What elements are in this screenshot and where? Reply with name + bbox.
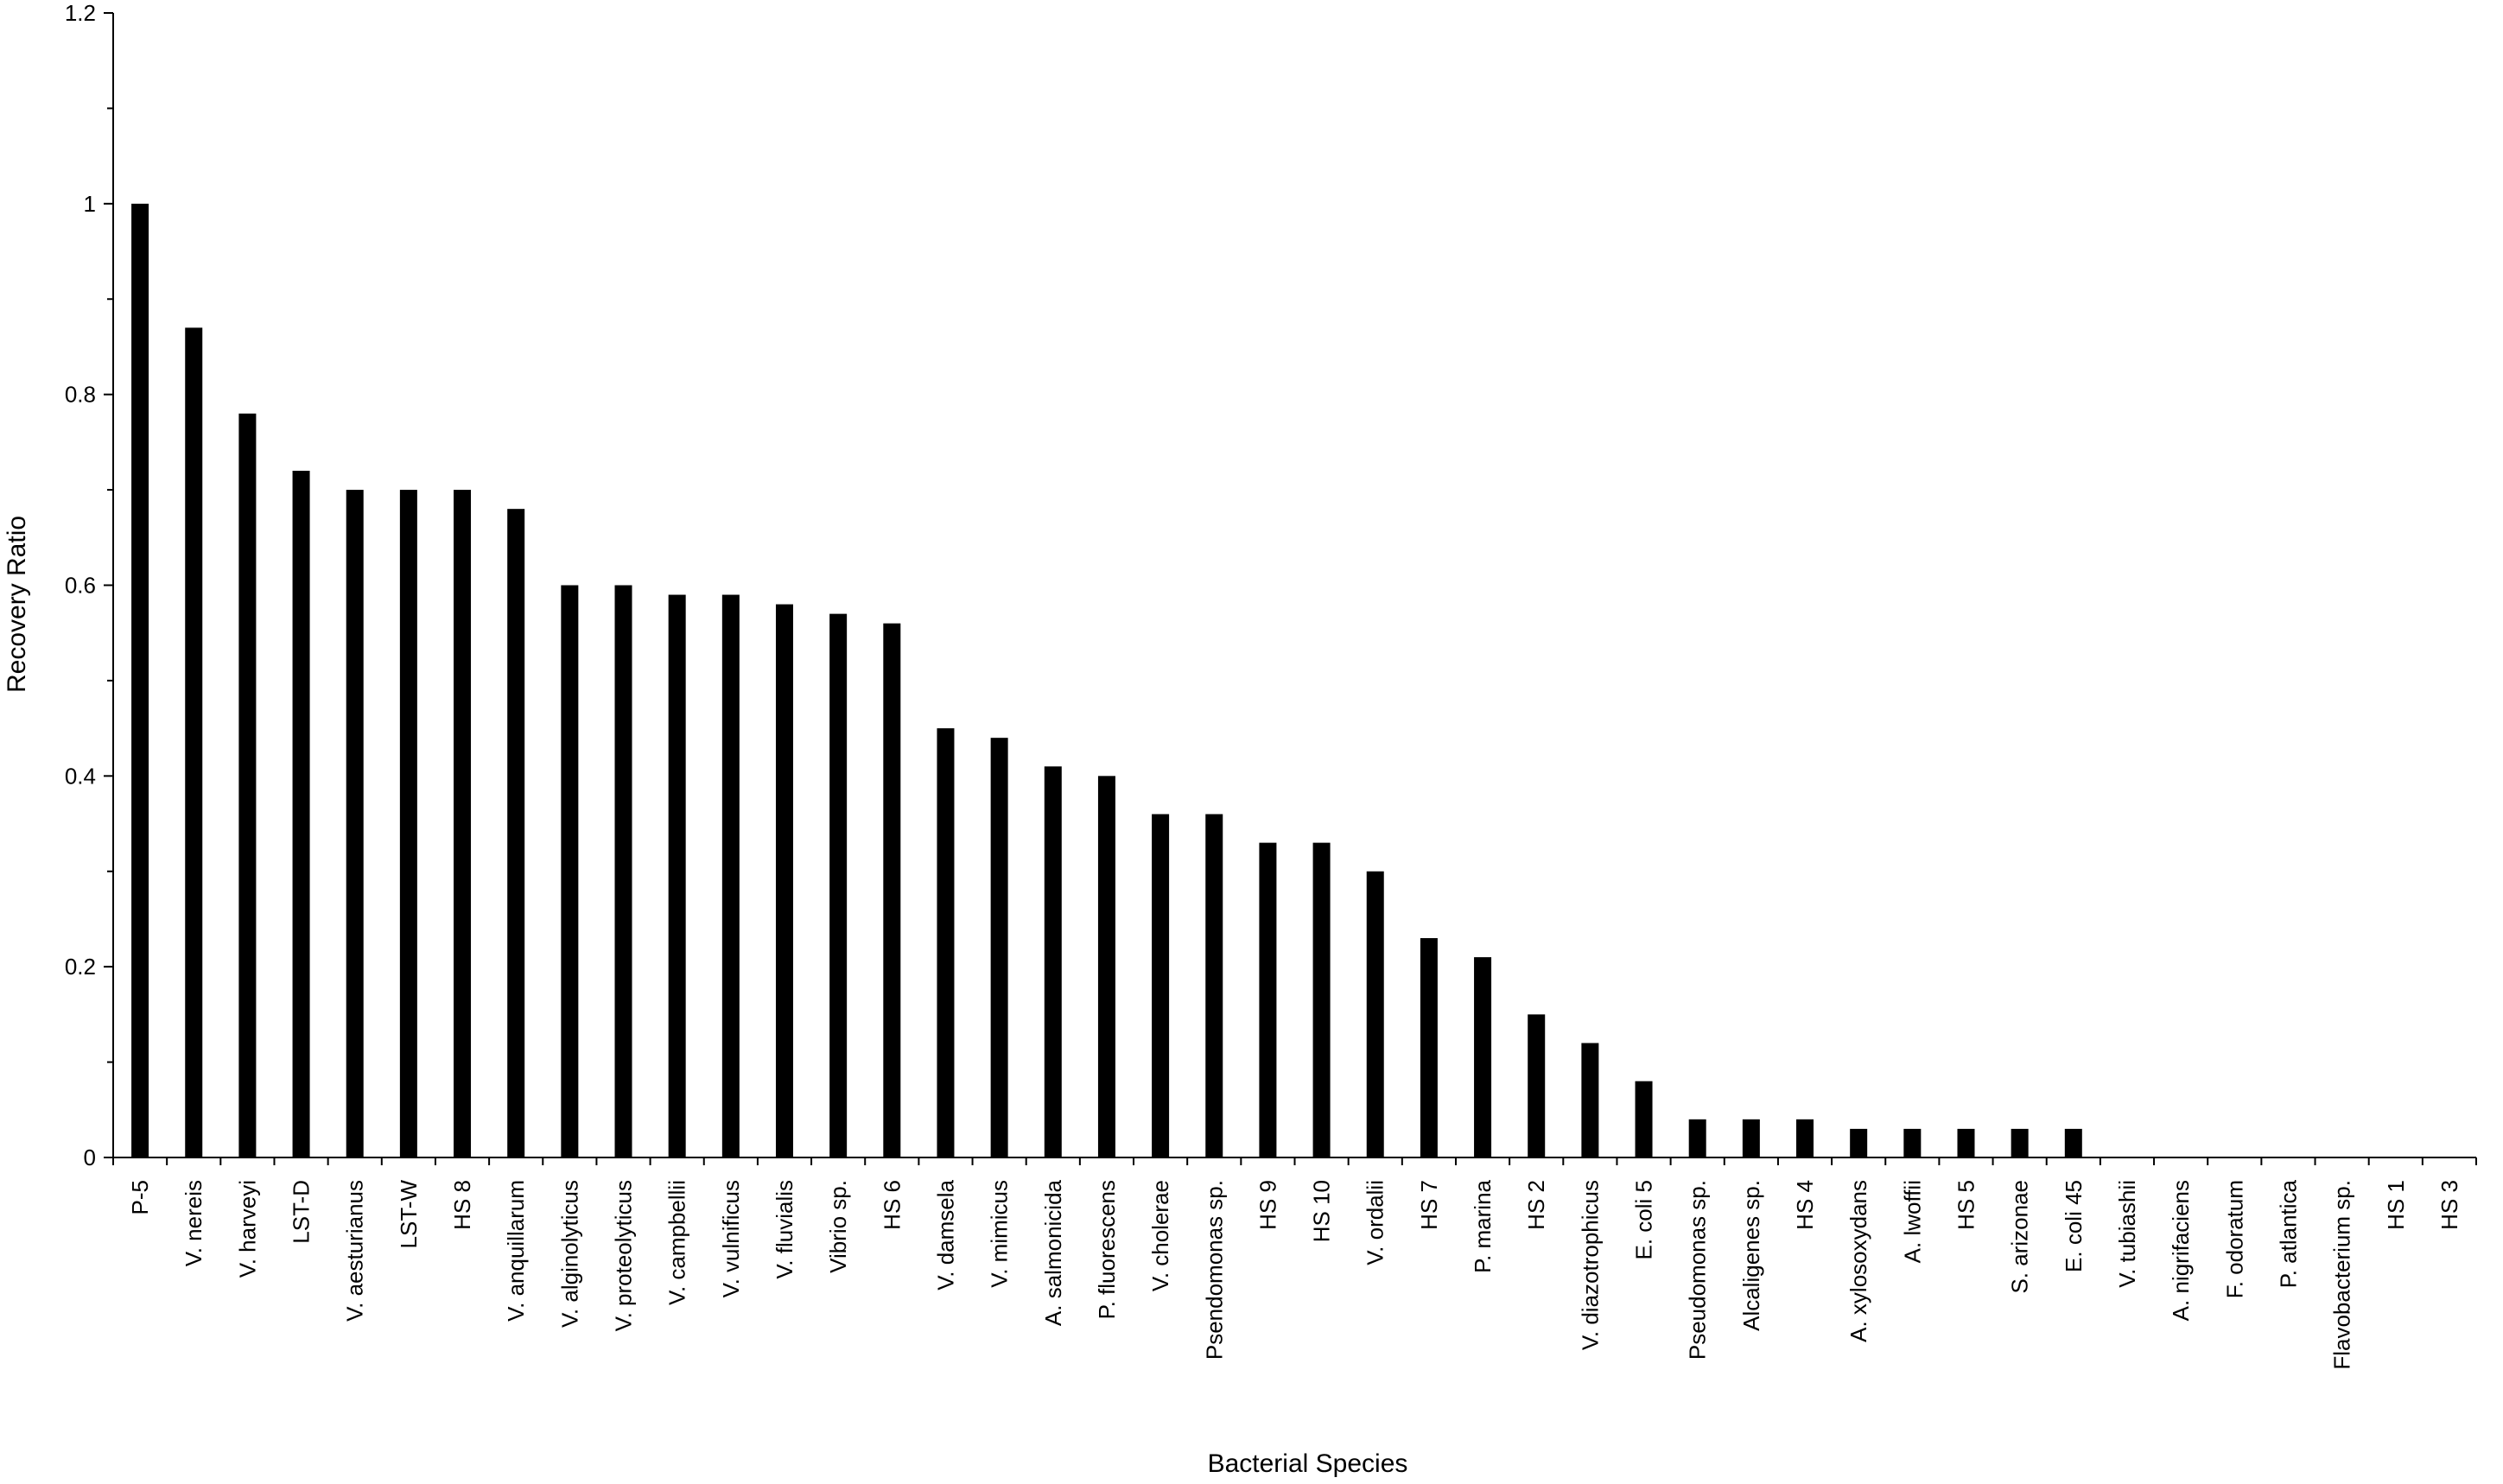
y-tick-label: 1.2 [65,0,96,26]
bar [721,594,740,1157]
x-tick-label: HS 3 [2436,1180,2462,1230]
bar [1420,938,1438,1157]
bar [1312,842,1331,1157]
bar [937,728,955,1157]
x-tick-label: V. cholerae [1147,1180,1173,1291]
x-tick-label: A. salmonicida [1040,1179,1066,1326]
bar [1205,814,1223,1157]
bar [292,471,310,1157]
x-tick-label: V. harveyi [234,1180,260,1278]
bar [454,490,472,1157]
y-tick-label: 0 [84,1145,96,1170]
bar [238,413,257,1157]
x-tick-label: A. nigrifaciens [2168,1180,2194,1321]
x-tick-label: S. arizonae [2007,1180,2033,1294]
bar [829,613,848,1157]
y-tick-label: 0.4 [65,763,96,789]
bar [1796,1119,1814,1157]
x-tick-label: Flavobacterium sp. [2329,1180,2355,1370]
bar [614,585,632,1157]
x-tick-label: HS 10 [1309,1180,1335,1242]
x-tick-label: V. fluvialis [772,1180,797,1279]
bar [1957,1128,1975,1157]
x-tick-label: E. coli 5 [1631,1180,1657,1260]
x-tick-label: Pseudomonas sp. [1685,1180,1711,1360]
x-axis [112,1157,2477,1165]
bar [883,623,901,1157]
bar [1474,957,1492,1157]
x-tick-label: HS 9 [1255,1180,1280,1230]
bar [346,490,364,1157]
x-tick-label: HS 2 [1523,1180,1549,1230]
x-tick-label: F. odoratum [2221,1180,2247,1298]
x-tick-label: Alcaligenes sp. [1738,1180,1764,1331]
x-tick-label: A. xylosoxydans [1845,1180,1871,1342]
x-tick-label: HS 8 [449,1180,475,1230]
bar [1259,842,1277,1157]
x-tick-label: V. mimicus [987,1180,1013,1288]
x-tick-label: P. atlantica [2275,1179,2301,1288]
x-tick-label: A. lwoffii [1899,1180,1925,1263]
x-tick-label: V. anquillarum [503,1180,529,1322]
y-tick-label: 0.8 [65,382,96,408]
bar [1742,1119,1760,1157]
x-tick-labels: P-5 V. nereis V. harveyi LST-D V. aesturianu… [127,1179,2462,1369]
bar [1850,1128,1868,1157]
x-tick-label: Psendomonas sp. [1201,1180,1227,1360]
x-tick-label: P. marina [1470,1179,1496,1272]
bar [2064,1128,2082,1157]
x-tick-label: P. fluorescens [1094,1180,1120,1319]
x-tick-label: V. vulnificus [718,1180,744,1297]
bar [2011,1128,2029,1157]
x-tick-label: V. ordalii [1363,1180,1388,1265]
y-axis-title: Recovery Ratio [3,516,31,693]
bar [1097,776,1115,1157]
x-tick-label: V. campbellii [664,1180,690,1305]
y-axis: 0 0.2 0.4 0.6 0.8 1 1.2 [65,0,114,1170]
bar [507,509,525,1157]
bar [131,203,149,1157]
x-tick-label: HS 7 [1416,1180,1442,1230]
bar [775,604,793,1157]
x-axis-title: Bacterial Species [1208,1449,1408,1478]
x-tick-label: V. tubiashii [2114,1180,2140,1288]
x-tick-label: LST-D [289,1180,314,1244]
x-tick-label: V. alginolyticus [556,1180,582,1328]
bar [185,327,203,1157]
bar [1581,1043,1599,1157]
bar [1152,814,1170,1157]
x-tick-label: P-5 [127,1180,153,1214]
bar [561,585,579,1157]
x-tick-label: V. nereis [181,1180,206,1266]
bars [131,203,2082,1157]
bar [1688,1119,1706,1157]
x-tick-label: HS 1 [2383,1180,2409,1230]
x-tick-label: E. coli 45 [2061,1180,2087,1272]
x-tick-label: V. damsela [932,1179,958,1290]
x-tick-label: V. proteolyticus [611,1180,637,1331]
bar [1903,1128,1922,1157]
x-tick-label: V. diazotrophicus [1577,1180,1603,1350]
bar [1044,766,1062,1157]
bar [1528,1014,1546,1157]
bar [990,738,1008,1157]
y-tick-label: 0.2 [65,954,96,980]
x-tick-label: HS 5 [1953,1180,1979,1230]
x-tick-label: HS 4 [1792,1180,1818,1230]
bar [399,490,417,1157]
bar [1366,871,1384,1157]
bar [668,594,686,1157]
x-tick-label: LST-W [396,1180,422,1249]
y-tick-label: 0.6 [65,573,96,599]
x-tick-label: V. aesturianus [342,1180,368,1322]
y-tick-label: 1 [84,191,96,217]
bar [1635,1081,1653,1157]
x-tick-label: Vibrio sp. [825,1180,851,1273]
x-tick-label: HS 6 [879,1180,905,1230]
